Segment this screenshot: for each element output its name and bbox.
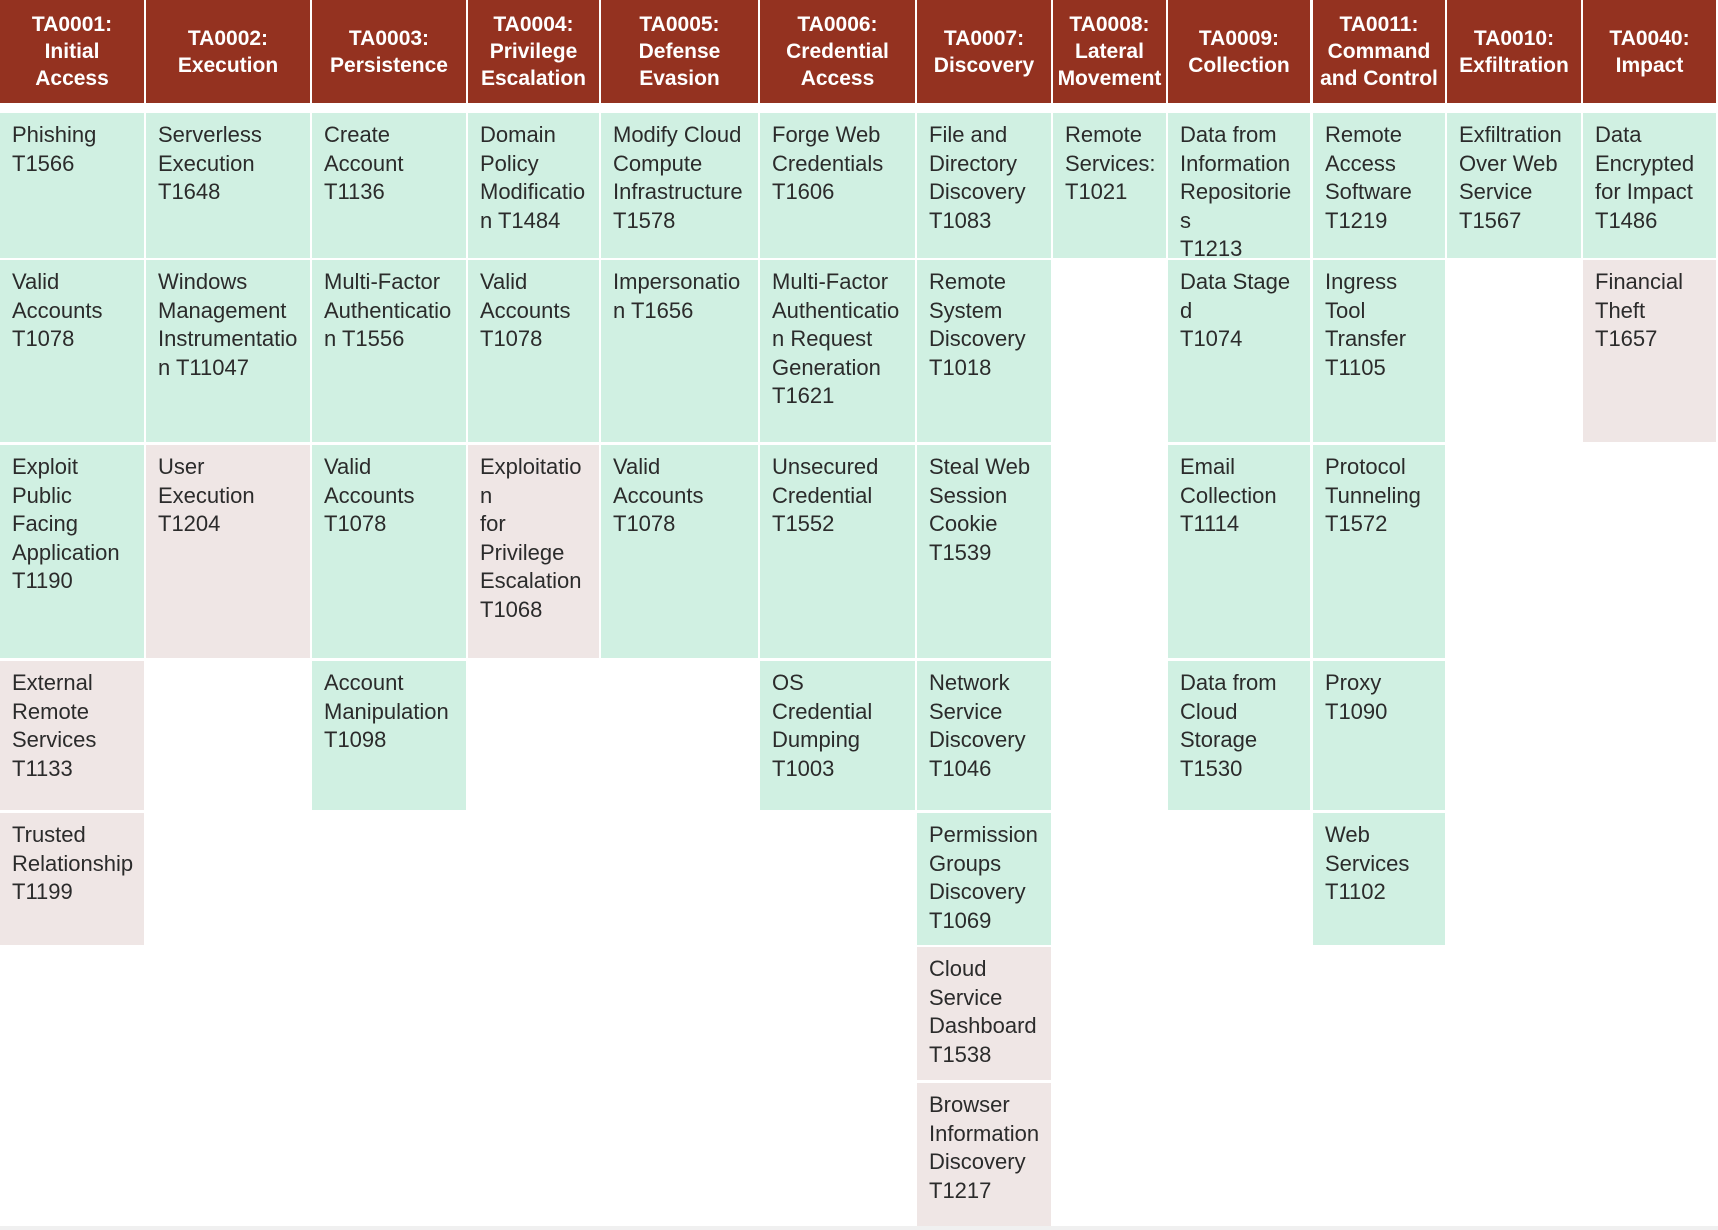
technique-cell: Create Account T1136 bbox=[312, 113, 466, 258]
technique-cell: Data from Cloud Storage T1530 bbox=[1168, 661, 1310, 810]
tactic-header-label: TA0002: Execution bbox=[177, 26, 279, 77]
tactic-header-ta0009: TA0009: Collection bbox=[1168, 0, 1310, 103]
tactic-header-ta0006: TA0006: Credential Access bbox=[760, 0, 915, 103]
technique-cell: Ingress Tool Transfer T1105 bbox=[1313, 260, 1445, 442]
technique-cell: Remote Access Software T1219 bbox=[1313, 113, 1445, 258]
technique-cell: Network Service Discovery T1046 bbox=[917, 661, 1051, 810]
technique-cell: External Remote Services T1133 bbox=[0, 661, 144, 810]
tactic-header-label: TA0005: Defense Evasion bbox=[638, 13, 721, 90]
technique-cell: File and Directory Discovery T1083 bbox=[917, 113, 1051, 258]
technique-cell: Phishing T1566 bbox=[0, 113, 144, 258]
tactic-header-label: TA0003: Persistence bbox=[330, 26, 448, 77]
technique-cell: Modify Cloud Compute Infrastructure T157… bbox=[601, 113, 758, 258]
technique-cell: Proxy T1090 bbox=[1313, 661, 1445, 810]
tactic-header-label: TA0010: Exfiltration bbox=[1459, 26, 1569, 77]
technique-cell: Impersonatio n T1656 bbox=[601, 260, 758, 442]
technique-cell: Remote System Discovery T1018 bbox=[917, 260, 1051, 442]
technique-cell: Data Staged T1074 bbox=[1168, 260, 1310, 442]
technique-cell: Multi-Factor Authenticatio n Request Gen… bbox=[760, 260, 915, 442]
tactic-header-ta0003: TA0003: Persistence bbox=[312, 0, 466, 103]
technique-cell: Exploit Public Facing Application T1190 bbox=[0, 445, 144, 658]
technique-cell: Unsecured Credential T1552 bbox=[760, 445, 915, 658]
technique-cell: Valid Accounts T1078 bbox=[601, 445, 758, 658]
tactic-header-ta0004: TA0004: Privilege Escalation bbox=[468, 0, 599, 103]
technique-cell: Trusted Relationship T1199 bbox=[0, 813, 144, 945]
technique-cell: Data from Information Repositories T1213 bbox=[1168, 113, 1310, 258]
technique-cell: Serverless Execution T1648 bbox=[146, 113, 310, 258]
tactic-header-ta0005: TA0005: Defense Evasion bbox=[601, 0, 758, 103]
technique-cell: Valid Accounts T1078 bbox=[468, 260, 599, 442]
technique-cell: Domain Policy Modificatio n T1484 bbox=[468, 113, 599, 258]
tactic-header-ta0007: TA0007: Discovery bbox=[917, 0, 1051, 103]
tactic-header-label: TA0007: Discovery bbox=[933, 26, 1035, 77]
technique-cell: Cloud Service Dashboard T1538 bbox=[917, 947, 1051, 1080]
tactic-header-ta0008: TA0008: Lateral Movement bbox=[1053, 0, 1166, 103]
tactic-header-ta0001: TA0001: Initial Access bbox=[0, 0, 144, 103]
tactic-header-ta0002: TA0002: Execution bbox=[146, 0, 310, 103]
tactic-header-label: TA0009: Collection bbox=[1188, 26, 1290, 77]
tactic-header-label: TA0006: Credential Access bbox=[786, 13, 889, 90]
technique-cell: Browser Information Discovery T1217 bbox=[917, 1083, 1051, 1226]
technique-cell: Multi-Factor Authenticatio n T1556 bbox=[312, 260, 466, 442]
tactic-header-label: TA0011: Command and Control bbox=[1320, 13, 1438, 90]
tactic-header-label: TA0040: Impact bbox=[1609, 26, 1690, 77]
tactic-header-label: TA0004: Privilege Escalation bbox=[480, 13, 587, 90]
tactic-header-ta0011: TA0011: Command and Control bbox=[1313, 0, 1445, 103]
technique-cell: OS Credential Dumping T1003 bbox=[760, 661, 915, 810]
technique-cell: Forge Web Credentials T1606 bbox=[760, 113, 915, 258]
technique-cell: Permission Groups Discovery T1069 bbox=[917, 813, 1051, 945]
tactic-header-label: TA0008: Lateral Movement bbox=[1057, 13, 1162, 90]
technique-cell: Email Collection T1114 bbox=[1168, 445, 1310, 658]
technique-cell: Financial Theft T1657 bbox=[1583, 260, 1716, 442]
technique-cell: Valid Accounts T1078 bbox=[312, 445, 466, 658]
technique-cell: Web Services T1102 bbox=[1313, 813, 1445, 945]
tactic-header-label: TA0001: Initial Access bbox=[31, 13, 113, 90]
technique-cell: Exfiltration Over Web Service T1567 bbox=[1447, 113, 1581, 258]
technique-cell: Steal Web Session Cookie T1539 bbox=[917, 445, 1051, 658]
technique-cell: User Execution T1204 bbox=[146, 445, 310, 658]
technique-cell: Data Encrypted for Impact T1486 bbox=[1583, 113, 1716, 258]
technique-cell: Exploitation for Privilege Escalation T1… bbox=[468, 445, 599, 658]
technique-cell: Remote Services: T1021 bbox=[1053, 113, 1166, 258]
technique-cell: Account Manipulation T1098 bbox=[312, 661, 466, 810]
bottom-border bbox=[0, 1226, 1718, 1230]
technique-cell: Windows Management Instrumentatio n T110… bbox=[146, 260, 310, 442]
technique-cell: Protocol Tunneling T1572 bbox=[1313, 445, 1445, 658]
tactic-header-ta0010: TA0010: Exfiltration bbox=[1447, 0, 1581, 103]
technique-cell: Valid Accounts T1078 bbox=[0, 260, 144, 442]
tactic-header-ta0040: TA0040: Impact bbox=[1583, 0, 1716, 103]
